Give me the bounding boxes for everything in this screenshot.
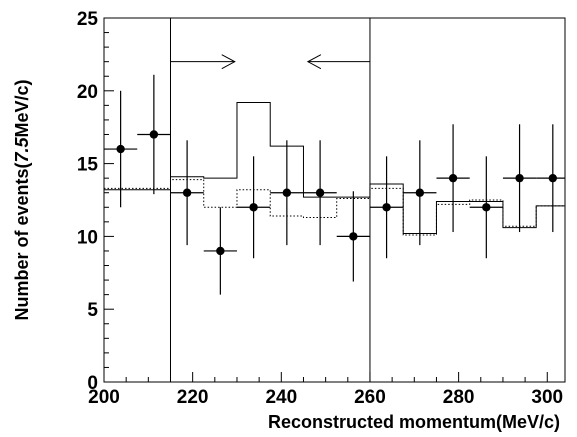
data-point	[182, 188, 192, 197]
data-points	[104, 74, 565, 295]
data-point	[515, 173, 524, 183]
data-point	[249, 203, 258, 212]
data-point	[415, 188, 425, 197]
plot-frame	[103, 17, 566, 383]
x-tick-label: 220	[177, 387, 209, 408]
y-tick-label: 5	[87, 300, 98, 321]
y-axis-label: Number of events(7.5MeV/c)	[12, 79, 32, 320]
data-point	[382, 203, 391, 212]
x-tick-label: 280	[443, 387, 475, 408]
data-point	[282, 188, 292, 197]
data-point	[116, 144, 125, 154]
y-tick-label: 10	[77, 227, 98, 248]
data-point	[548, 173, 558, 183]
x-tick-label: 260	[354, 387, 386, 408]
data-point	[448, 173, 458, 183]
histogram-dotted	[104, 179, 565, 236]
x-tick-label: 300	[531, 387, 563, 408]
histograms	[104, 101, 565, 236]
data-point	[349, 232, 358, 241]
signal-window	[169, 18, 371, 382]
axes: 200 220 240 260 280 300 0 5 10 15 20 25	[77, 9, 563, 408]
y-tick-label: 25	[77, 9, 99, 30]
data-point	[315, 188, 325, 197]
y-tick-label: 0	[87, 373, 98, 394]
histogram-solid	[104, 101, 565, 234]
data-point	[482, 203, 491, 212]
y-tick-label: 20	[77, 82, 98, 103]
x-tick-label: 200	[88, 387, 120, 408]
x-tick-label: 240	[265, 387, 297, 408]
arrow-right-head	[221, 54, 236, 70]
x-axis-label: Reconstructed momentum(MeV/c)	[268, 412, 560, 432]
data-point	[149, 130, 159, 139]
y-tick-label: 15	[77, 155, 99, 176]
arrow-left-head	[306, 54, 322, 70]
data-point	[216, 246, 225, 256]
